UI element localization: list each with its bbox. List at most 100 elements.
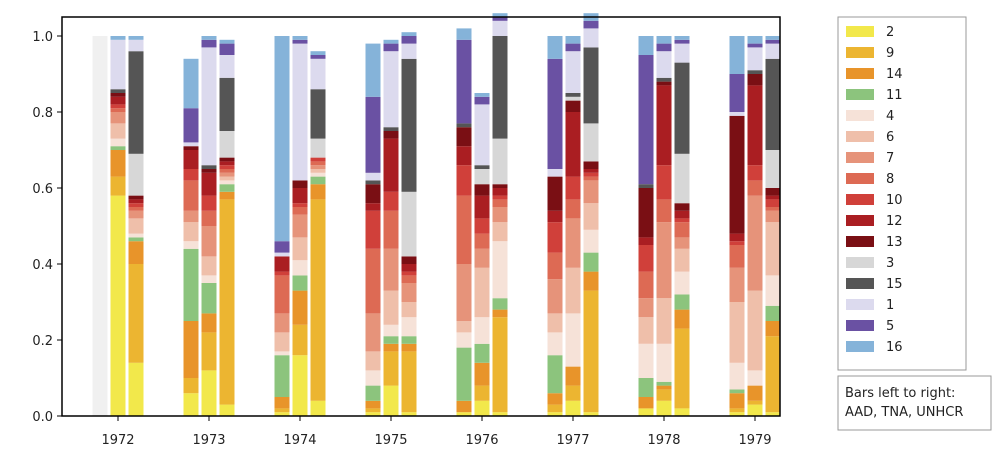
segment-1977-AAD-cat-2 bbox=[547, 412, 563, 416]
segment-1976-AAD-cat-14 bbox=[456, 400, 472, 413]
segment-1977-UNHCR-cat-2 bbox=[583, 412, 599, 416]
segment-1977-TNA-cat-13 bbox=[565, 100, 581, 112]
segment-1978-UNHCR-cat-9 bbox=[674, 328, 690, 409]
segment-1979-UNHCR-cat-10 bbox=[765, 199, 781, 207]
segment-1972-UNHCR-cat-13 bbox=[128, 195, 144, 200]
segment-1977-TNA-cat-2 bbox=[565, 400, 581, 416]
segment-1976-UNHCR-cat-14 bbox=[492, 309, 508, 318]
y-tick-label: 0.4 bbox=[32, 258, 53, 273]
segment-1979-TNA-cat-14 bbox=[747, 385, 763, 401]
legend-label-10: 10 bbox=[886, 193, 903, 208]
segment-1977-AAD-cat-13 bbox=[547, 176, 563, 211]
legend-swatch-4 bbox=[846, 110, 874, 121]
segment-1976-TNA-cat-16 bbox=[474, 93, 490, 97]
segment-1975-TNA-cat-9 bbox=[383, 351, 399, 386]
segment-1972-UNHCR-cat-7 bbox=[128, 210, 144, 219]
segment-1976-AAD-cat-12 bbox=[456, 146, 472, 166]
segment-1977-UNHCR-cat-1 bbox=[583, 28, 599, 48]
segment-1977-UNHCR-cat-13 bbox=[583, 161, 599, 169]
segment-1977-TNA-cat-9 bbox=[565, 385, 581, 401]
segment-1972-TNA-cat-7 bbox=[110, 112, 126, 124]
segment-1977-UNHCR-cat-10 bbox=[583, 172, 599, 177]
segment-1974-AAD-cat-7 bbox=[274, 313, 290, 333]
segment-1976-AAD-cat-6 bbox=[456, 321, 472, 333]
segment-1977-UNHCR-cat-15 bbox=[583, 47, 599, 124]
segment-1978-UNHCR-cat-4 bbox=[674, 271, 690, 295]
segment-1974-AAD-cat-4 bbox=[274, 351, 290, 356]
segment-1975-AAD-cat-9 bbox=[365, 408, 381, 413]
bar-1977-AAD bbox=[547, 36, 563, 416]
segment-1973-AAD-cat-4 bbox=[183, 241, 199, 249]
segment-1972-TNA-cat-16 bbox=[110, 36, 126, 40]
segment-1979-TNA-cat-10 bbox=[747, 165, 763, 181]
segment-1977-UNHCR-cat-7 bbox=[583, 180, 599, 204]
segment-1977-UNHCR-cat-9 bbox=[583, 290, 599, 413]
segment-1975-UNHCR-cat-3 bbox=[401, 191, 417, 257]
x-tick-label: 1972 bbox=[101, 433, 134, 448]
segment-1972-TNA-cat-1 bbox=[110, 39, 126, 90]
segment-1978-UNHCR-cat-7 bbox=[674, 237, 690, 249]
segment-1974-AAD-cat-10 bbox=[274, 271, 290, 276]
segment-1974-UNHCR-cat-9 bbox=[310, 199, 326, 401]
segment-1977-TNA-cat-4 bbox=[565, 313, 581, 367]
bar-order-note: Bars left to right: AAD, TNA, UNHCR bbox=[837, 375, 992, 431]
legend-label-16: 16 bbox=[886, 340, 903, 355]
segment-1978-TNA-cat-9 bbox=[656, 389, 672, 401]
segment-1976-UNHCR-cat-10 bbox=[492, 195, 508, 200]
segment-1975-AAD-cat-7 bbox=[365, 313, 381, 352]
legend-label-1: 1 bbox=[886, 298, 894, 313]
segment-1977-AAD-cat-8 bbox=[547, 252, 563, 280]
segment-1978-AAD-cat-2 bbox=[638, 408, 654, 416]
segment-1973-AAD-cat-10 bbox=[183, 169, 199, 181]
legend-swatch-15 bbox=[846, 278, 874, 289]
segment-1978-AAD-cat-13 bbox=[638, 188, 654, 238]
segment-1976-UNHCR-cat-8 bbox=[492, 199, 508, 207]
segment-1975-UNHCR-cat-2 bbox=[401, 412, 417, 416]
segment-1978-UNHCR-cat-1 bbox=[674, 43, 690, 63]
segment-1972-UNHCR-cat-2 bbox=[128, 362, 144, 416]
segment-1974-UNHCR-cat-1 bbox=[310, 58, 326, 90]
segment-1979-AAD-cat-9 bbox=[729, 408, 745, 413]
segment-1973-AAD-cat-9 bbox=[183, 378, 199, 394]
segment-1976-UNHCR-cat-12 bbox=[492, 188, 508, 196]
y-tick-label: 0.8 bbox=[32, 106, 53, 121]
segment-1975-TNA-cat-11 bbox=[383, 336, 399, 344]
legend-swatch-7 bbox=[846, 152, 874, 163]
segment-1972-UNHCR-cat-15 bbox=[128, 51, 144, 154]
segment-1973-TNA-cat-5 bbox=[201, 39, 217, 48]
segment-1972-UNHCR-cat-11 bbox=[128, 237, 144, 242]
segment-1979-AAD-cat-13 bbox=[729, 115, 745, 234]
segment-1973-UNHCR-cat-4 bbox=[219, 180, 235, 185]
segment-1973-AAD-cat-6 bbox=[183, 222, 199, 242]
segment-1973-TNA-cat-9 bbox=[201, 332, 217, 371]
segment-1978-AAD-cat-15 bbox=[638, 184, 654, 188]
segment-1979-UNHCR-cat-5 bbox=[765, 39, 781, 44]
legend-swatch-1 bbox=[846, 299, 874, 310]
segment-1979-UNHCR-cat-11 bbox=[765, 305, 781, 321]
x-tick-label: 1975 bbox=[374, 433, 407, 448]
legend-label-3: 3 bbox=[886, 256, 894, 271]
segment-1977-AAD-cat-12 bbox=[547, 210, 563, 223]
segment-1976-TNA-cat-4 bbox=[474, 317, 490, 344]
y-tick-label: 0.2 bbox=[32, 334, 53, 349]
segment-1975-TNA-cat-2 bbox=[383, 385, 399, 416]
segment-1976-UNHCR-cat-15 bbox=[492, 36, 508, 139]
bar-1979-AAD bbox=[729, 36, 745, 416]
segment-1979-TNA-cat-16 bbox=[747, 36, 763, 44]
segment-1975-TNA-cat-5 bbox=[383, 43, 399, 52]
segment-1979-TNA-cat-15 bbox=[747, 70, 763, 74]
legend-label-2: 2 bbox=[886, 25, 894, 40]
segment-1974-TNA-cat-11 bbox=[292, 275, 308, 291]
segment-1979-TNA-cat-6 bbox=[747, 290, 763, 371]
segment-1975-TNA-cat-14 bbox=[383, 343, 399, 352]
segment-1977-UNHCR-cat-8 bbox=[583, 176, 599, 181]
segment-1975-AAD-cat-4 bbox=[365, 370, 381, 386]
segment-1979-TNA-cat-8 bbox=[747, 180, 763, 196]
segment-1974-AAD-cat-5 bbox=[274, 241, 290, 253]
segment-1973-AAD-cat-5 bbox=[183, 108, 199, 143]
segment-1975-AAD-cat-12 bbox=[365, 203, 381, 211]
bar-1979-TNA bbox=[747, 36, 763, 416]
segment-1975-AAD-cat-14 bbox=[365, 400, 381, 409]
